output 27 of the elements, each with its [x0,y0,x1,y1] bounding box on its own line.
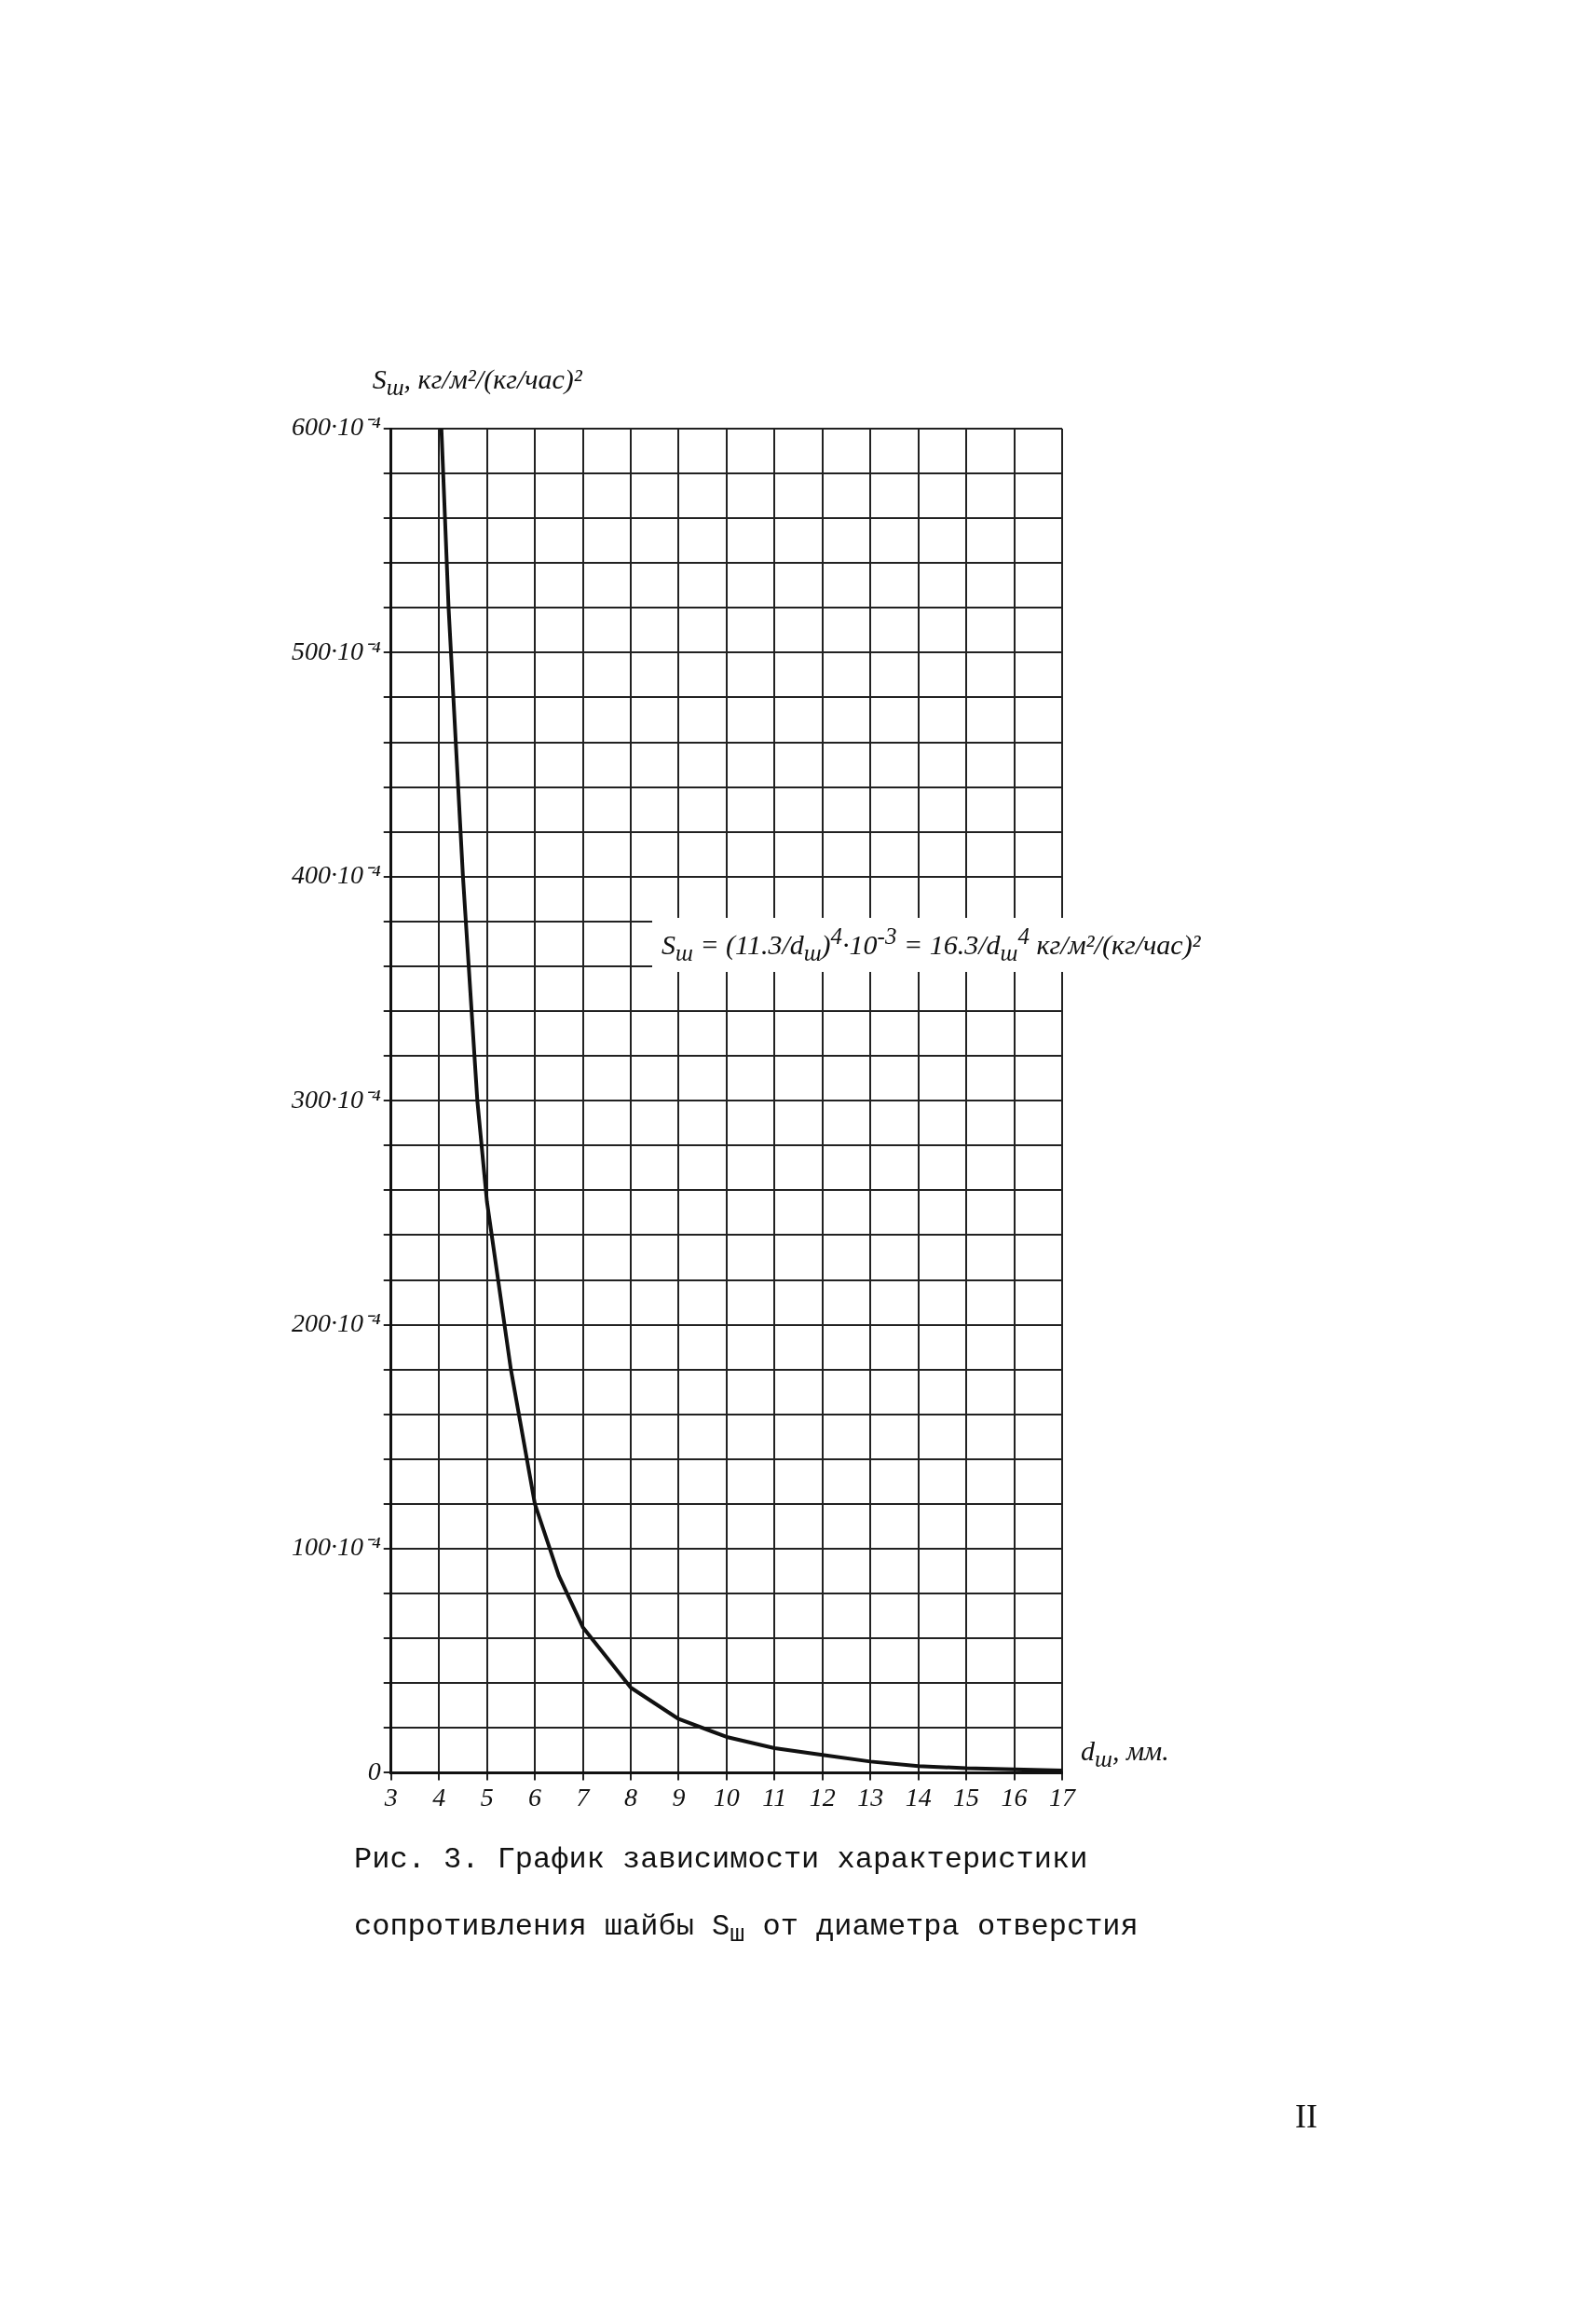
text: Рис. 3. График зависимости характеристики сопротивления шайбы S$_{ш}$ от диаметра отверстия [354,1841,1139,1951]
text: II [1295,2097,1317,2136]
x-tick-label: 14 [905,1782,932,1812]
y-tick-label: 300·10⁻⁴ [291,1084,381,1114]
x-tick-label: 5 [480,1782,494,1812]
x-tick-label: 7 [576,1782,591,1812]
text: S$_{ш}$ = (11.3/d$_{ш}$)$^{4}$·10$^{-3}$ = 16.3/d$_{ш}$$^{4}$ кг/м²/(кг/час)² [662,923,1201,965]
y-tick-label: 200·10⁻⁴ [292,1307,381,1337]
y-tick-label: 400·10⁻⁴ [292,860,381,890]
y-tick-label: 600·10⁻⁴ [292,412,381,442]
y-tick-label: 0 [367,1756,381,1785]
x-tick-label: 4 [432,1782,446,1812]
x-tick-label: 10 [713,1782,740,1812]
y-tick-label: 500·10⁻⁴ [292,636,381,665]
x-tick-label: 6 [528,1782,542,1812]
x-tick-label: 9 [672,1782,686,1812]
x-tick-label: 11 [762,1782,787,1812]
x-tick-label: 13 [857,1782,884,1812]
x-tick-label: 8 [623,1782,637,1812]
x-tick-label: 17 [1049,1782,1076,1812]
x-tick-label: 15 [953,1782,980,1812]
y-axis-title: S$_{ш}$, кг/м²/(кг/час)² [372,363,582,401]
x-axis-title: d$_{ш}$, мм. [1081,1735,1169,1773]
y-tick-label: 100·10⁻⁴ [292,1532,381,1562]
x-tick-label: 3 [383,1782,398,1812]
x-tick-label: 12 [809,1782,836,1812]
x-tick-label: 16 [1001,1782,1028,1812]
